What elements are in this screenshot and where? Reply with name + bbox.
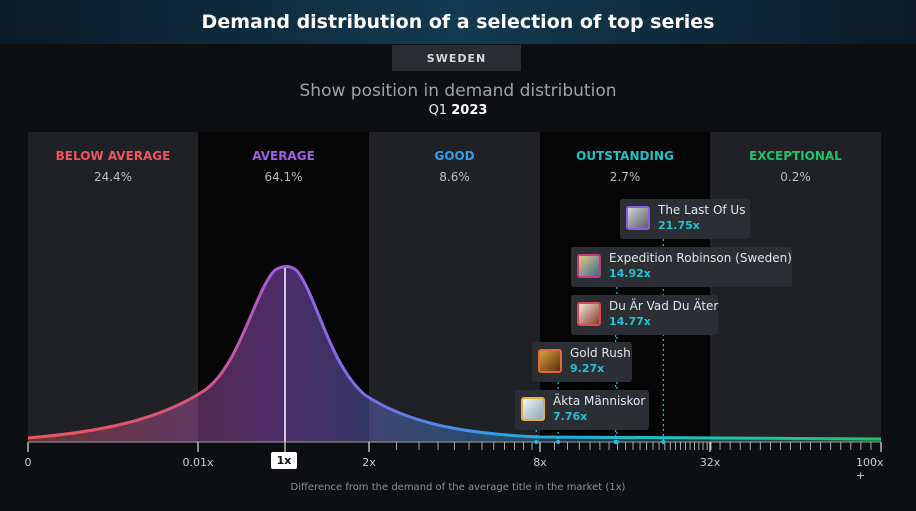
title-name: Gold Rush: [570, 346, 631, 360]
poster-thumbnail: [626, 206, 650, 230]
period-label: Q1 2023: [0, 103, 916, 118]
x-axis-label: Difference from the demand of the averag…: [290, 482, 626, 493]
band-good: [369, 132, 540, 442]
band-share-good: 8.6%: [439, 170, 470, 184]
poster-thumbnail: [577, 302, 601, 326]
title-value: 7.76x: [553, 410, 588, 423]
band-exceptional: [710, 132, 881, 442]
title-point: [556, 440, 561, 444]
band-share-exceptional: 0.2%: [780, 170, 811, 184]
x-tick-2x: 2x: [362, 456, 376, 469]
band-below-average: [28, 132, 198, 442]
title-card-akta-manniskor[interactable]: Äkta Människor 7.76x: [515, 390, 649, 430]
chart-subtitle: Show position in demand distribution: [299, 81, 617, 101]
title-name: Äkta Människor: [553, 394, 646, 408]
x-tick-0: 0: [24, 456, 32, 469]
band-label-average: AVERAGE: [252, 149, 315, 163]
distribution-curve: [27, 265, 882, 441]
band-share-average: 64.1%: [264, 170, 303, 184]
title-card-expedition-robinson[interactable]: Expedition Robinson (Sweden) 14.92x: [571, 247, 792, 287]
band-label-below-average: BELOW AVERAGE: [55, 149, 171, 163]
title-point: [661, 440, 666, 444]
region-tab[interactable]: SWEDEN: [392, 45, 521, 71]
title-name: The Last Of Us: [658, 203, 746, 217]
title-card-the-last-of-us[interactable]: The Last Of Us 21.75x: [620, 199, 750, 239]
title-value: 14.92x: [609, 267, 651, 280]
distribution-area: [28, 266, 881, 442]
x-tick-100x: 100x +: [856, 456, 884, 482]
chart-title-bar: Demand distribution of a selection of to…: [0, 0, 916, 44]
title-card-du-ar-vad-du-ater[interactable]: Du Är Vad Du Äter 14.77x: [571, 295, 718, 335]
band-label-exceptional: EXCEPTIONAL: [749, 149, 842, 163]
title-name: Expedition Robinson (Sweden): [609, 251, 792, 265]
title-value: 9.27x: [570, 362, 605, 375]
band-label-outstanding: OUTSTANDING: [576, 149, 674, 163]
period-year: 2023: [451, 103, 488, 118]
title-card-gold-rush[interactable]: Gold Rush 9.27x: [532, 342, 632, 382]
x-tick-32x: 32x: [699, 456, 721, 469]
x-tick-8x: 8x: [533, 456, 547, 469]
title-name: Du Är Vad Du Äter: [609, 299, 719, 313]
title-value: 14.77x: [609, 315, 651, 328]
title-point: [613, 440, 618, 444]
band-share-outstanding: 2.7%: [609, 170, 641, 184]
x-tick-1x: 1x: [271, 452, 297, 469]
poster-thumbnail: [577, 254, 601, 278]
title-value: 21.75x: [658, 219, 700, 232]
band-label-good: GOOD: [434, 149, 475, 163]
poster-thumbnail: [521, 397, 545, 421]
chart-title: Demand distribution of a selection of to…: [201, 11, 715, 33]
x-axis-minor-ticks: [27, 442, 882, 452]
title-point: [534, 440, 539, 444]
x-tick-0-01x: 0.01x: [182, 456, 214, 469]
band-share-below-average: 24.4%: [93, 170, 133, 184]
poster-thumbnail: [538, 349, 562, 373]
period-quarter: Q1: [428, 103, 448, 118]
